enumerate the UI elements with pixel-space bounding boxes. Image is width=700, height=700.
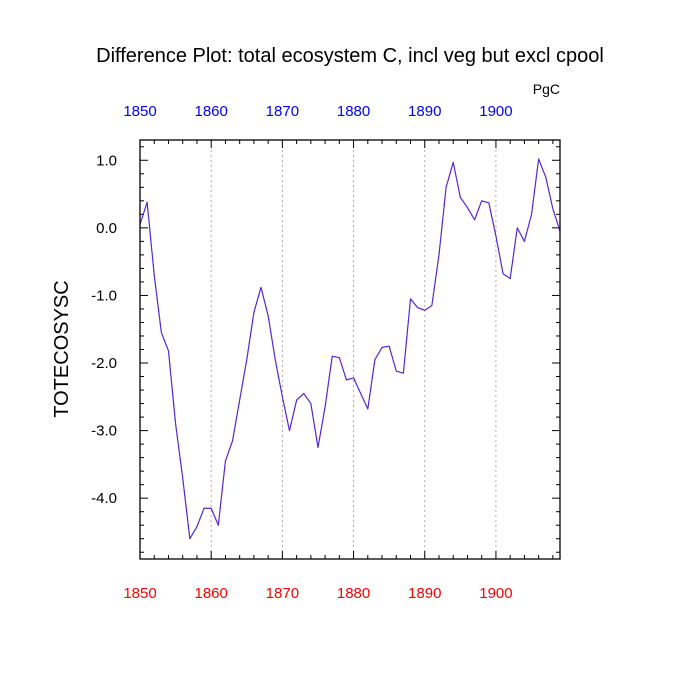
grid xyxy=(210,140,497,559)
series-layer xyxy=(139,158,561,540)
bottom-x-tick-label: 1850 xyxy=(123,585,156,602)
bottom-x-tick-label: 1900 xyxy=(479,585,512,602)
top-x-tick-label: 1850 xyxy=(123,103,156,120)
y-tick-label: -3.0 xyxy=(91,423,117,440)
y-tick-label: -2.0 xyxy=(91,355,117,372)
series-line-dash xyxy=(139,158,561,540)
top-x-tick-label: 1860 xyxy=(194,103,227,120)
y-tick-label: 1.0 xyxy=(96,152,117,169)
top-x-tick-label: 1890 xyxy=(408,103,441,120)
tick-labels: 1850 1850 1860 1860 1870 1870 1880 1880 1890 1890… xyxy=(91,103,512,602)
series-line xyxy=(139,158,561,540)
chart-title: Difference Plot: total ecosystem C, incl… xyxy=(96,45,604,67)
y-axis-label: TOTECOSYSC xyxy=(51,280,73,417)
bottom-x-tick-label: 1880 xyxy=(337,585,370,602)
units-label: PgC xyxy=(533,81,560,97)
y-tick-label: -4.0 xyxy=(91,490,117,507)
top-x-tick-label: 1900 xyxy=(479,103,512,120)
axis-ticks xyxy=(139,140,560,559)
top-x-tick-label: 1870 xyxy=(266,103,299,120)
y-tick-label: -1.0 xyxy=(91,287,117,304)
bottom-x-tick-label: 1890 xyxy=(408,585,441,602)
bottom-x-tick-label: 1860 xyxy=(194,585,227,602)
bottom-x-tick-label: 1870 xyxy=(266,585,299,602)
plot-frame xyxy=(139,139,561,560)
y-tick-label: 0.0 xyxy=(96,220,117,237)
top-x-tick-label: 1880 xyxy=(337,103,370,120)
